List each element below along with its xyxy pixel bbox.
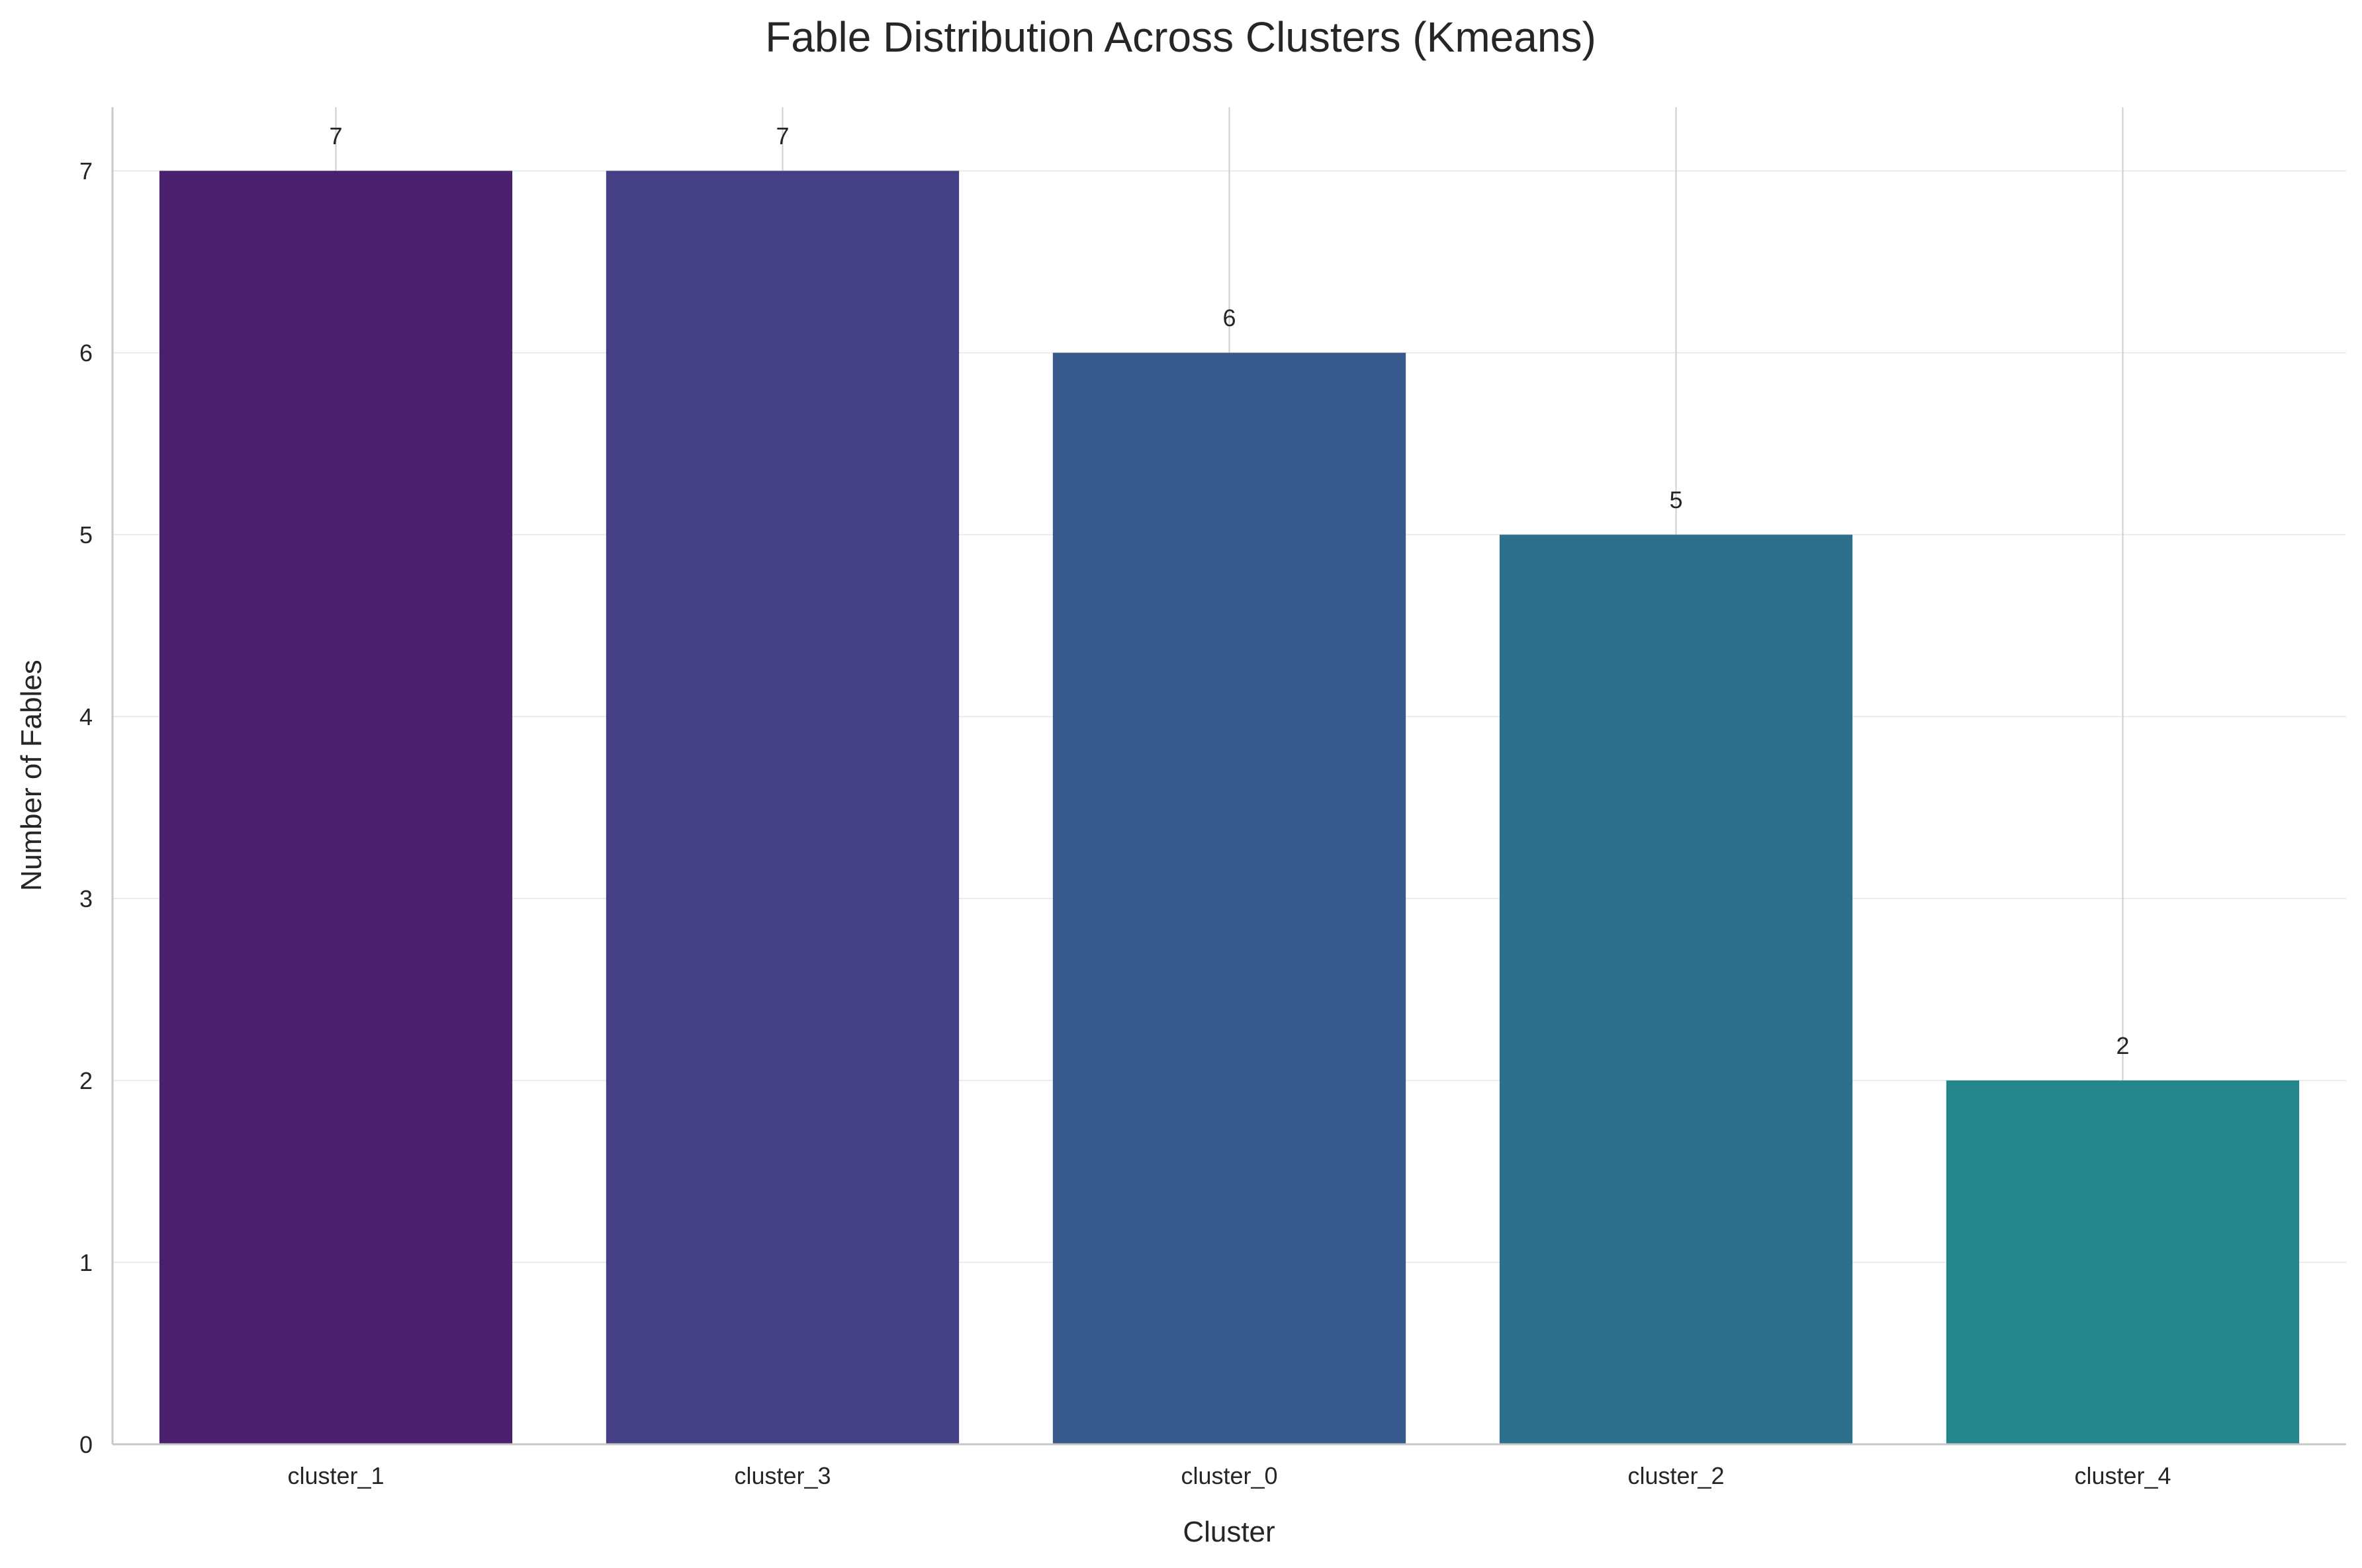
y-tick-label: 1 xyxy=(79,1249,93,1276)
bar-cluster_3 xyxy=(606,171,960,1445)
x-axis-label: Cluster xyxy=(1183,1516,1275,1548)
data-label: 6 xyxy=(1222,304,1236,331)
bar-cluster_0 xyxy=(1052,353,1406,1444)
data-label: 5 xyxy=(1669,486,1682,513)
data-label: 2 xyxy=(2116,1032,2129,1059)
y-tick-label: 4 xyxy=(79,703,93,730)
y-tick-labels: 0 1 2 3 4 5 6 7 xyxy=(79,157,93,1458)
bar-cluster_4 xyxy=(1946,1080,2300,1444)
x-tick-label: cluster_1 xyxy=(287,1462,384,1489)
y-axis-label: Number of Fables xyxy=(15,660,48,891)
y-tick-label: 5 xyxy=(79,521,93,548)
y-tick-label: 2 xyxy=(79,1067,93,1094)
x-tick-label: cluster_4 xyxy=(2074,1462,2171,1489)
x-tick-label: cluster_0 xyxy=(1181,1462,1277,1489)
data-label: 7 xyxy=(329,122,342,150)
data-label: 7 xyxy=(776,122,789,150)
x-tick-labels: cluster_1 cluster_3 cluster_0 cluster_2 clus… xyxy=(287,1462,2171,1489)
y-tick-label: 0 xyxy=(79,1431,93,1458)
y-tick-label: 7 xyxy=(79,157,93,185)
x-tick-label: cluster_2 xyxy=(1627,1462,1724,1489)
bar-cluster_1 xyxy=(159,171,513,1445)
axes xyxy=(111,107,2346,1446)
data-labels: 7 7 6 5 2 xyxy=(329,122,2129,1059)
y-tick-label: 6 xyxy=(79,339,93,367)
bars xyxy=(159,171,2300,1445)
x-tick-label: cluster_3 xyxy=(734,1462,831,1489)
bar-cluster_2 xyxy=(1499,535,1853,1444)
chart-title: Fable Distribution Across Clusters (Kmea… xyxy=(765,13,1596,61)
y-tick-label: 3 xyxy=(79,885,93,912)
